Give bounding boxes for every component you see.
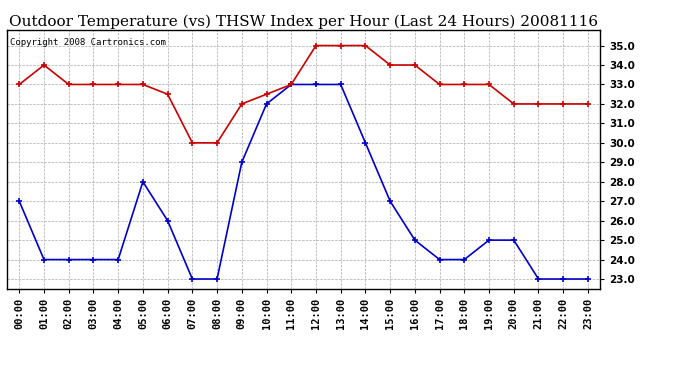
Text: Copyright 2008 Cartronics.com: Copyright 2008 Cartronics.com (10, 38, 166, 47)
Title: Outdoor Temperature (vs) THSW Index per Hour (Last 24 Hours) 20081116: Outdoor Temperature (vs) THSW Index per … (9, 15, 598, 29)
